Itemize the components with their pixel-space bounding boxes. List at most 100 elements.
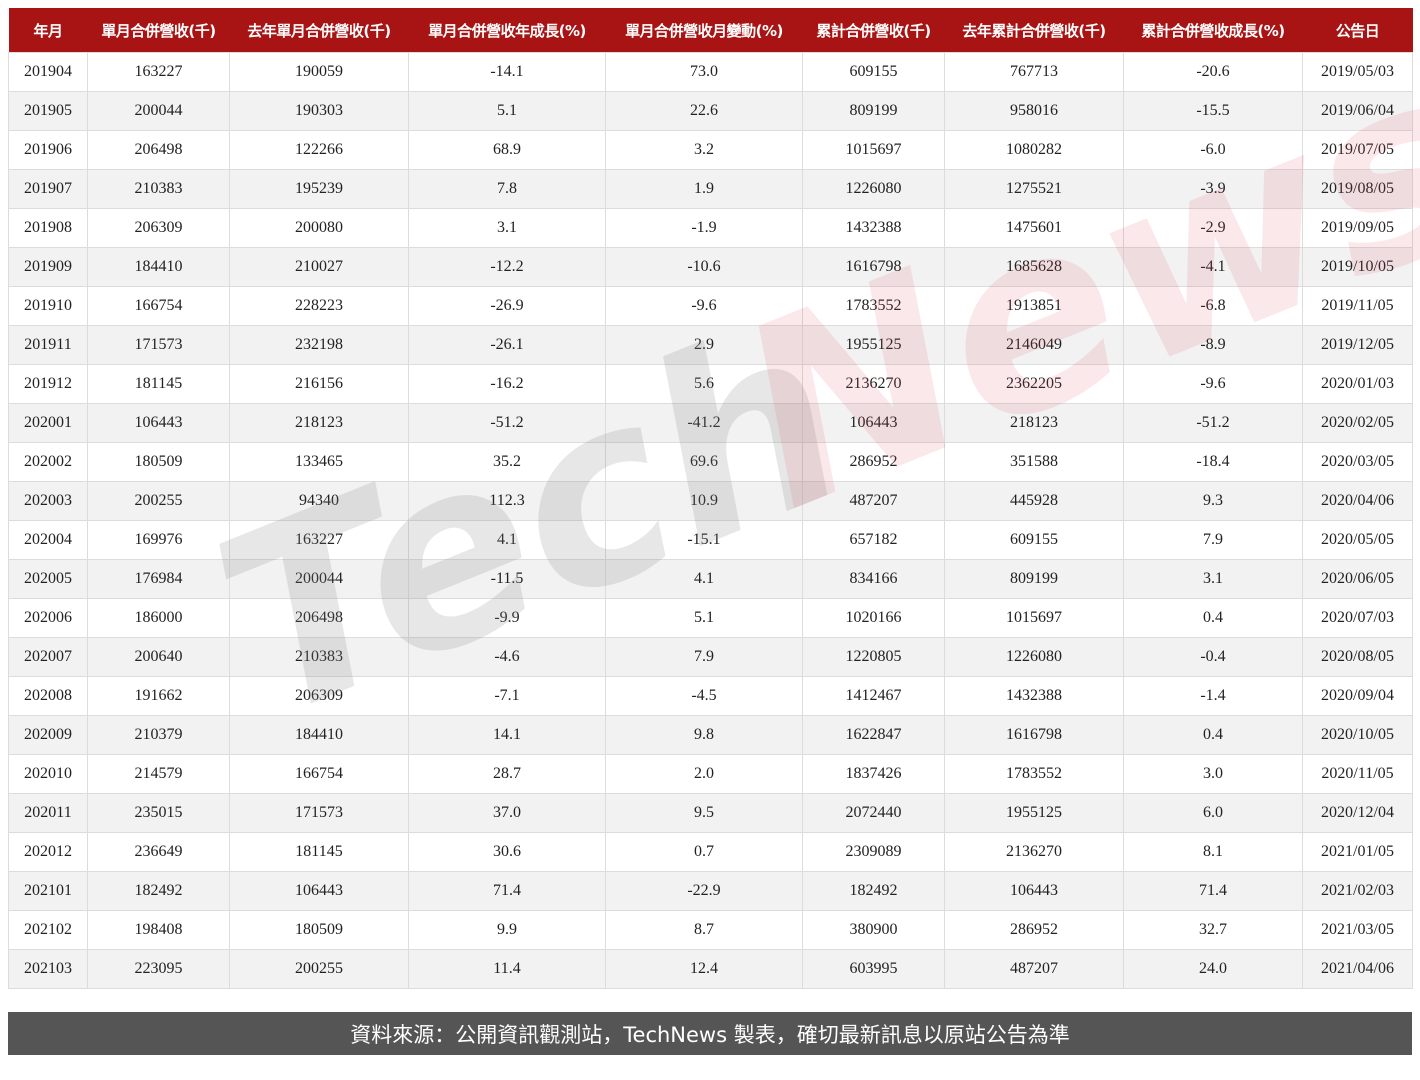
table-cell: 2072440 bbox=[802, 793, 945, 833]
table-cell: 445928 bbox=[944, 481, 1124, 521]
table-cell: 5.6 bbox=[605, 364, 803, 404]
table-cell: 37.0 bbox=[408, 793, 606, 833]
table-cell: 1080282 bbox=[944, 130, 1124, 170]
table-cell: 202009 bbox=[8, 715, 88, 755]
table-cell: 2019/05/03 bbox=[1302, 52, 1413, 92]
table-cell: -15.5 bbox=[1123, 91, 1303, 131]
table-cell: 201909 bbox=[8, 247, 88, 287]
table-cell: 2020/02/05 bbox=[1302, 403, 1413, 443]
table-cell: 603995 bbox=[802, 949, 945, 989]
table-cell: -18.4 bbox=[1123, 442, 1303, 482]
table-cell: 1432388 bbox=[802, 208, 945, 248]
table-cell: 2019/09/05 bbox=[1302, 208, 1413, 248]
table-row: 201909 184410 210027 -12.2 -10.6 1616798 16856… bbox=[8, 247, 1413, 287]
table-cell: 28.7 bbox=[408, 754, 606, 794]
table-cell: 380900 bbox=[802, 910, 945, 950]
table-cell: 2020/04/06 bbox=[1302, 481, 1413, 521]
table-cell: 2020/11/05 bbox=[1302, 754, 1413, 794]
table-cell: 106443 bbox=[87, 403, 230, 443]
table-cell: 2.9 bbox=[605, 325, 803, 365]
table-cell: 235015 bbox=[87, 793, 230, 833]
table-cell: 2020/01/03 bbox=[1302, 364, 1413, 404]
table-cell: -2.9 bbox=[1123, 208, 1303, 248]
table-cell: 166754 bbox=[229, 754, 409, 794]
table-cell: -26.9 bbox=[408, 286, 606, 326]
table-cell: 12.4 bbox=[605, 949, 803, 989]
table-cell: 206498 bbox=[87, 130, 230, 170]
table-cell: 286952 bbox=[944, 910, 1124, 950]
table-cell: 210027 bbox=[229, 247, 409, 287]
table-cell: -9.9 bbox=[408, 598, 606, 638]
table-cell: 1412467 bbox=[802, 676, 945, 716]
column-header: 單月合併營收(千) bbox=[87, 8, 230, 53]
table-cell: 169976 bbox=[87, 520, 230, 560]
table-cell: 201912 bbox=[8, 364, 88, 404]
table-row: 202011 235015 171573 37.0 9.5 2072440 1955125 6… bbox=[8, 793, 1413, 833]
table-row: 202002 180509 133465 35.2 69.6 286952 351588 -1… bbox=[8, 442, 1413, 482]
table-cell: 2.0 bbox=[605, 754, 803, 794]
table-cell: 1275521 bbox=[944, 169, 1124, 209]
table-cell: -9.6 bbox=[1123, 364, 1303, 404]
table-cell: 1616798 bbox=[802, 247, 945, 287]
table-cell: 1.9 bbox=[605, 169, 803, 209]
table-cell: 68.9 bbox=[408, 130, 606, 170]
table-cell: 2146049 bbox=[944, 325, 1124, 365]
table-cell: 122266 bbox=[229, 130, 409, 170]
table-cell: 609155 bbox=[944, 520, 1124, 560]
table-cell: 73.0 bbox=[605, 52, 803, 92]
table-cell: -22.9 bbox=[605, 871, 803, 911]
table-cell: 0.4 bbox=[1123, 598, 1303, 638]
table-cell: 2136270 bbox=[802, 364, 945, 404]
table-cell: 0.7 bbox=[605, 832, 803, 872]
table-cell: 190059 bbox=[229, 52, 409, 92]
table-cell: 184410 bbox=[87, 247, 230, 287]
table-cell: 1015697 bbox=[802, 130, 945, 170]
table-cell: 9.5 bbox=[605, 793, 803, 833]
table-cell: 2309089 bbox=[802, 832, 945, 872]
table-row: 201912 181145 216156 -16.2 5.6 2136270 2362205… bbox=[8, 364, 1413, 404]
table-cell: 8.7 bbox=[605, 910, 803, 950]
table-cell: 2019/07/05 bbox=[1302, 130, 1413, 170]
table-row: 202103 223095 200255 11.4 12.4 603995 487207 24… bbox=[8, 949, 1413, 989]
column-header: 年月 bbox=[8, 8, 88, 53]
table-row: 202012 236649 181145 30.6 0.7 2309089 2136270 8… bbox=[8, 832, 1413, 872]
table-cell: 201911 bbox=[8, 325, 88, 365]
table-cell: 2020/08/05 bbox=[1302, 637, 1413, 677]
table-cell: 186000 bbox=[87, 598, 230, 638]
table-cell: 6.0 bbox=[1123, 793, 1303, 833]
table-cell: 201908 bbox=[8, 208, 88, 248]
table-cell: 1226080 bbox=[944, 637, 1124, 677]
table-cell: 2020/05/05 bbox=[1302, 520, 1413, 560]
table-cell: 14.1 bbox=[408, 715, 606, 755]
table-cell: 2020/07/03 bbox=[1302, 598, 1413, 638]
table-cell: -51.2 bbox=[408, 403, 606, 443]
table-cell: 201906 bbox=[8, 130, 88, 170]
table-cell: 2019/08/05 bbox=[1302, 169, 1413, 209]
table-row: 202101 182492 106443 71.4 -22.9 182492 106443 7… bbox=[8, 871, 1413, 911]
table-row: 201907 210383 195239 7.8 1.9 1226080 1275521 -3… bbox=[8, 169, 1413, 209]
table-cell: 182492 bbox=[87, 871, 230, 911]
table-row: 202009 210379 184410 14.1 9.8 1622847 1616798 0… bbox=[8, 715, 1413, 755]
table-cell: 202011 bbox=[8, 793, 88, 833]
table-cell: 1783552 bbox=[802, 286, 945, 326]
table-cell: 236649 bbox=[87, 832, 230, 872]
table-row: 202102 198408 180509 9.9 8.7 380900 286952 32.7… bbox=[8, 910, 1413, 950]
table-cell: -16.2 bbox=[408, 364, 606, 404]
table-cell: 202005 bbox=[8, 559, 88, 599]
table-cell: 10.9 bbox=[605, 481, 803, 521]
table-cell: 206309 bbox=[87, 208, 230, 248]
table-cell: 195239 bbox=[229, 169, 409, 209]
table-cell: 2362205 bbox=[944, 364, 1124, 404]
table-row: 202001 106443 218123 -51.2 -41.2 106443 218123… bbox=[8, 403, 1413, 443]
table-cell: 1837426 bbox=[802, 754, 945, 794]
table-cell: 657182 bbox=[802, 520, 945, 560]
table-cell: 4.1 bbox=[408, 520, 606, 560]
table-cell: 201905 bbox=[8, 91, 88, 131]
table-row: 202008 191662 206309 -7.1 -4.5 1412467 1432388… bbox=[8, 676, 1413, 716]
table-cell: 200080 bbox=[229, 208, 409, 248]
table-cell: -4.5 bbox=[605, 676, 803, 716]
table-cell: -26.1 bbox=[408, 325, 606, 365]
table-cell: 106443 bbox=[944, 871, 1124, 911]
table-cell: 202003 bbox=[8, 481, 88, 521]
table-cell: 176984 bbox=[87, 559, 230, 599]
